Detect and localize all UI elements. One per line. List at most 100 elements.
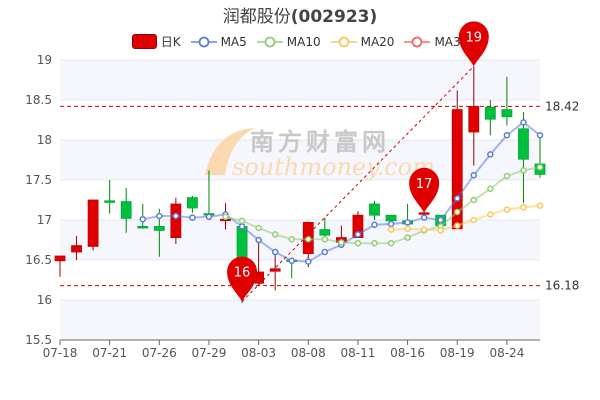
pin-icon (227, 256, 258, 302)
line-legend-icon (190, 36, 217, 47)
y-tick-label: 19 (37, 53, 52, 67)
candle-body (104, 200, 116, 203)
ma-point-ma5 (156, 212, 163, 220)
ma-point-ma20 (453, 222, 461, 229)
x-tick-label: 07-18 (43, 346, 78, 360)
ma-point-ma10 (536, 163, 544, 171)
mark-line-label: 16.18 (545, 279, 579, 293)
legend-label: MA20 (360, 34, 395, 49)
watermark-cn: 南方财富网 (250, 128, 390, 156)
mark-point-pin: 17 (409, 167, 440, 213)
ma-point-ma20 (404, 225, 411, 233)
mark-point-pin: 19 (458, 21, 489, 67)
mark-point-label: 16 (234, 266, 251, 281)
line-legend-icon (330, 36, 357, 47)
ma-point-ma5 (139, 215, 147, 223)
candle-body (518, 128, 529, 160)
candle-body (137, 225, 149, 229)
candle-body (54, 255, 66, 262)
ma-point-ma5 (189, 214, 196, 221)
ma-point-ma5 (288, 257, 295, 265)
legend: 日K MA5 MA10 MA20 MA30 (0, 33, 600, 50)
candle-body (369, 203, 380, 216)
y-tick-label: 16 (37, 293, 52, 307)
candle (484, 100, 496, 136)
legend-item[interactable]: MA5 (190, 35, 247, 49)
x-tick-label: 07-29 (192, 346, 227, 360)
ma-point-ma5 (437, 216, 444, 224)
candle-body (71, 245, 82, 253)
y-tick-label: 18.5 (25, 93, 52, 107)
ma-point-ma5 (503, 131, 511, 139)
ma-point-ma5 (354, 231, 362, 238)
ma-point-ma5 (205, 213, 213, 221)
candle-body (484, 106, 496, 120)
ma-point-ma5 (271, 248, 279, 256)
ma-point-ma10 (404, 234, 411, 241)
candle-body (269, 268, 281, 272)
candle (71, 236, 82, 260)
line-legend-icon (256, 36, 283, 47)
x-tick-label: 08-19 (440, 346, 475, 360)
legend-item[interactable]: MA10 (256, 34, 321, 49)
ma-point-ma10 (255, 224, 262, 232)
candle (501, 76, 513, 126)
y-tick-label: 17.5 (25, 173, 52, 187)
candle (269, 254, 281, 291)
ma-point-ma5 (255, 236, 262, 244)
legend-label: 日K (160, 35, 181, 49)
ma-point-ma10 (503, 172, 511, 180)
grid-band (60, 60, 540, 100)
ma-point-ma20 (420, 226, 428, 233)
ma-point-ma20 (520, 203, 527, 211)
legend-item[interactable]: 日K (131, 33, 181, 50)
ma-point-ma10 (238, 217, 246, 225)
legend-item[interactable]: MA20 (330, 34, 395, 49)
x-tick-label: 07-26 (142, 346, 177, 360)
legend-label: MA10 (286, 34, 321, 49)
ma-point-ma10 (222, 213, 229, 221)
candle-body (170, 203, 182, 238)
x-tick-label: 08-03 (241, 346, 276, 360)
candle (54, 255, 66, 277)
candle (104, 180, 116, 214)
y-tick-label: 17 (37, 213, 52, 227)
candle (120, 188, 132, 233)
ma-point-ma10 (338, 239, 345, 246)
mark-line-label: 18.42 (545, 99, 579, 113)
candle (87, 199, 99, 251)
candle-body (153, 225, 165, 231)
grid-band (60, 300, 540, 340)
ma-point-ma20 (437, 227, 444, 234)
ma-point-ma5 (536, 131, 544, 139)
ma-point-ma10 (288, 235, 295, 243)
ma-point-ma5 (520, 119, 527, 126)
candle-body (501, 109, 513, 118)
ma-point-ma20 (487, 211, 494, 218)
ma-point-ma10 (305, 235, 312, 243)
ma-point-ma20 (536, 202, 544, 209)
ma-point-ma5 (420, 214, 428, 221)
candle (518, 112, 529, 204)
x-tick-label: 07-21 (92, 346, 127, 360)
ma-point-ma10 (487, 185, 494, 193)
x-tick-label: 08-16 (390, 346, 425, 360)
ma-point-ma10 (387, 239, 395, 247)
mark-point-pin: 16 (227, 256, 258, 302)
trend-line (241, 66, 475, 302)
ma-point-ma5 (470, 171, 478, 179)
ma-line-ma20 (390, 204, 541, 232)
y-tick-label: 18 (37, 133, 52, 147)
x-tick-label: 08-24 (489, 346, 524, 360)
watermark-en: southmoney.com (232, 153, 435, 181)
ma-point-ma10 (520, 167, 527, 174)
y-tick-label: 15.5 (25, 333, 52, 347)
ma-point-ma10 (470, 196, 478, 204)
ma-point-ma5 (305, 258, 312, 265)
chart-title: 润都股份(002923) (222, 7, 378, 27)
ma-point-ma10 (321, 235, 329, 243)
mark-point-label: 19 (466, 30, 483, 45)
ma-point-ma20 (470, 216, 478, 224)
